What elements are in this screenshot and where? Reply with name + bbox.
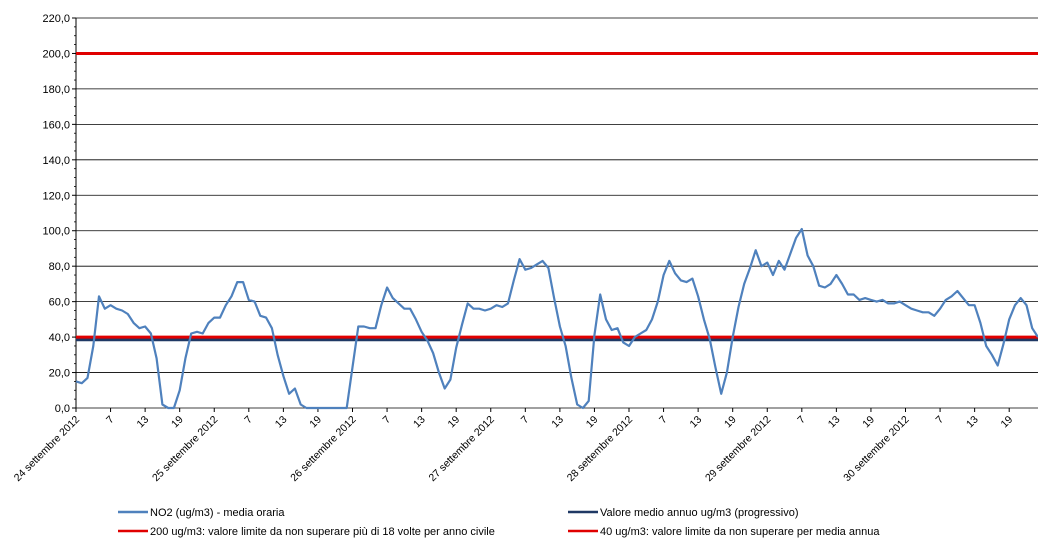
x-tick-label: 30 settembre 2012 <box>841 414 912 485</box>
x-tick-label: 13 <box>549 414 566 431</box>
x-tick-label: 19 <box>999 414 1016 431</box>
x-tick-label: 13 <box>688 414 705 431</box>
x-tick-label: 25 settembre 2012 <box>150 414 221 485</box>
x-tick-label: 19 <box>722 414 739 431</box>
x-tick-label: 19 <box>860 414 877 431</box>
y-tick-label: 220,0 <box>42 13 70 25</box>
legend-label: Valore medio annuo ug/m3 (progressivo) <box>600 507 799 519</box>
y-tick-label: 120,0 <box>42 190 70 202</box>
x-tick-label: 7 <box>519 414 532 427</box>
x-tick-label: 19 <box>584 414 601 431</box>
y-tick-label: 160,0 <box>42 119 70 131</box>
y-tick-label: 140,0 <box>42 155 70 167</box>
x-tick-label: 7 <box>657 414 670 427</box>
x-tick-label: 13 <box>964 414 981 431</box>
y-tick-label: 180,0 <box>42 84 70 96</box>
x-tick-label: 29 settembre 2012 <box>703 414 774 485</box>
y-tick-label: 100,0 <box>42 226 70 238</box>
y-tick-label: 80,0 <box>49 261 70 273</box>
y-tick-label: 40,0 <box>49 332 70 344</box>
x-tick-label: 19 <box>307 414 324 431</box>
y-tick-label: 200,0 <box>42 48 70 60</box>
x-tick-label: 24 settembre 2012 <box>12 414 83 485</box>
legend: NO2 (ug/m3) - media oraria Valore medio a… <box>118 507 880 538</box>
x-tick-label: 7 <box>934 414 947 427</box>
legend-label: 200 ug/m3: valore limite da non superare… <box>150 526 495 538</box>
x-tick-label: 7 <box>381 414 394 427</box>
x-tick-label: 26 settembre 2012 <box>288 414 359 485</box>
x-tick-label: 7 <box>104 414 117 427</box>
series-layer <box>75 51 1038 410</box>
y-tick-label: 20,0 <box>49 368 70 380</box>
x-tick-label: 19 <box>169 414 186 431</box>
y-tick-label: 60,0 <box>49 297 70 309</box>
series-line-no2 <box>75 227 1038 410</box>
x-tick-label: 27 settembre 2012 <box>426 414 497 485</box>
x-tick-label: 13 <box>134 414 151 431</box>
x-tick-label: 28 settembre 2012 <box>565 414 636 485</box>
legend-label: 40 ug/m3: valore limite da non superare … <box>600 526 880 538</box>
y-axis: 0,0 20,0 40,0 60,0 80,0 100,0 120,0 140,0 160,0 1… <box>42 13 77 415</box>
x-tick-label: 7 <box>242 414 255 427</box>
x-tick-label: 19 <box>446 414 463 431</box>
x-tick-label: 13 <box>411 414 428 431</box>
x-tick-label: 13 <box>273 414 290 431</box>
grid-layer <box>76 17 1038 409</box>
x-tick-label: 7 <box>795 414 808 427</box>
x-tick-label: 13 <box>826 414 843 431</box>
y-tick-label: 0,0 <box>55 403 70 415</box>
legend-label: NO2 (ug/m3) - media oraria <box>150 507 285 519</box>
